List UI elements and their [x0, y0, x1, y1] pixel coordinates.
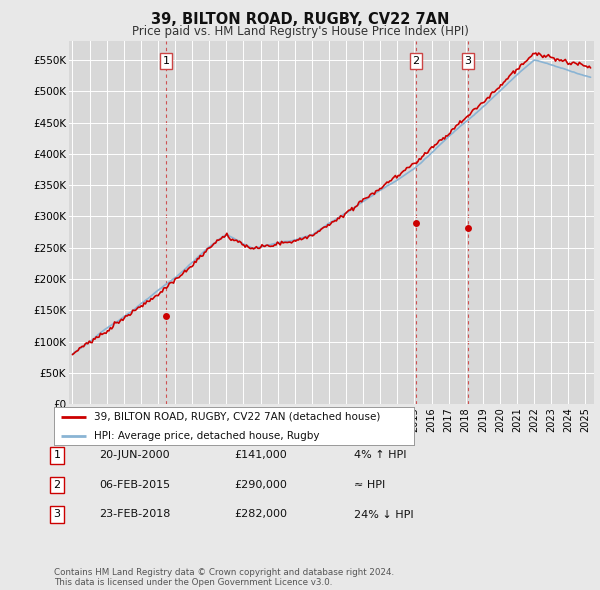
Text: 06-FEB-2015: 06-FEB-2015: [99, 480, 170, 490]
Text: £282,000: £282,000: [234, 510, 287, 519]
Text: 1: 1: [53, 451, 61, 460]
Text: £290,000: £290,000: [234, 480, 287, 490]
Text: 20-JUN-2000: 20-JUN-2000: [99, 451, 170, 460]
Text: £141,000: £141,000: [234, 451, 287, 460]
Text: Contains HM Land Registry data © Crown copyright and database right 2024.
This d: Contains HM Land Registry data © Crown c…: [54, 568, 394, 587]
Text: 23-FEB-2018: 23-FEB-2018: [99, 510, 170, 519]
Text: 24% ↓ HPI: 24% ↓ HPI: [354, 510, 413, 519]
Text: Price paid vs. HM Land Registry's House Price Index (HPI): Price paid vs. HM Land Registry's House …: [131, 25, 469, 38]
Text: HPI: Average price, detached house, Rugby: HPI: Average price, detached house, Rugb…: [94, 431, 319, 441]
Text: 2: 2: [53, 480, 61, 490]
Text: ≈ HPI: ≈ HPI: [354, 480, 385, 490]
Text: 3: 3: [464, 56, 472, 66]
Text: 4% ↑ HPI: 4% ↑ HPI: [354, 451, 407, 460]
Text: 39, BILTON ROAD, RUGBY, CV22 7AN (detached house): 39, BILTON ROAD, RUGBY, CV22 7AN (detach…: [94, 412, 380, 422]
Text: 39, BILTON ROAD, RUGBY, CV22 7AN: 39, BILTON ROAD, RUGBY, CV22 7AN: [151, 12, 449, 27]
Text: 2: 2: [412, 56, 419, 66]
Text: 1: 1: [163, 56, 169, 66]
Text: 3: 3: [53, 510, 61, 519]
